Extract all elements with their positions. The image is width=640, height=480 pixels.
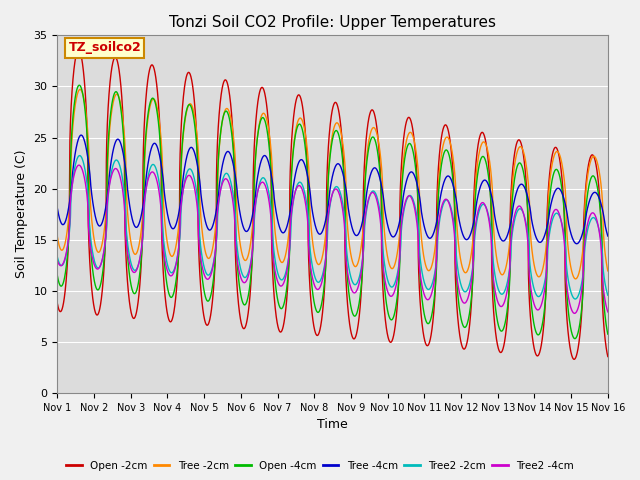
Tree -4cm: [604, 233, 612, 239]
Tree -2cm: [572, 276, 579, 282]
Open -2cm: [54, 301, 61, 307]
Tree2 -2cm: [604, 291, 611, 297]
Open -4cm: [426, 320, 433, 325]
Tree2 -2cm: [76, 153, 84, 158]
Tree -2cm: [604, 268, 612, 274]
Open -2cm: [75, 47, 83, 53]
Legend: Open -2cm, Tree -2cm, Open -4cm, Tree -4cm, Tree2 -2cm, Tree2 -4cm: Open -2cm, Tree -2cm, Open -4cm, Tree -4…: [62, 456, 578, 475]
Tree -4cm: [54, 205, 61, 211]
Tree2 -2cm: [312, 277, 320, 283]
Open -2cm: [456, 334, 464, 340]
Tree2 -4cm: [426, 296, 433, 301]
Tree -2cm: [54, 234, 61, 240]
Y-axis label: Soil Temperature (C): Soil Temperature (C): [15, 150, 28, 278]
Tree2 -2cm: [488, 228, 495, 234]
Title: Tonzi Soil CO2 Profile: Upper Temperatures: Tonzi Soil CO2 Profile: Upper Temperatur…: [169, 15, 496, 30]
Open -4cm: [456, 310, 464, 315]
Tree -4cm: [456, 221, 464, 227]
Tree2 -2cm: [456, 278, 464, 284]
Line: Tree2 -2cm: Tree2 -2cm: [58, 156, 608, 299]
Open -4cm: [604, 331, 612, 337]
Open -4cm: [571, 336, 579, 341]
Tree2 -4cm: [152, 176, 160, 182]
Tree -4cm: [488, 192, 495, 197]
Open -4cm: [76, 83, 83, 88]
Open -4cm: [312, 307, 320, 313]
Open -4cm: [54, 273, 61, 279]
Tree2 -4cm: [456, 292, 464, 298]
Line: Tree -4cm: Tree -4cm: [58, 135, 608, 244]
Open -4cm: [488, 204, 495, 210]
Tree2 -2cm: [54, 254, 61, 260]
Open -2cm: [604, 351, 611, 357]
Text: TZ_soilco2: TZ_soilco2: [68, 41, 141, 54]
Line: Open -2cm: Open -2cm: [58, 50, 608, 360]
Tree2 -4cm: [604, 308, 611, 313]
Open -2cm: [152, 79, 160, 85]
Tree -2cm: [426, 267, 433, 273]
Open -2cm: [570, 357, 578, 362]
Line: Open -4cm: Open -4cm: [58, 85, 608, 338]
Tree2 -2cm: [152, 167, 160, 173]
Tree -4cm: [573, 241, 580, 247]
Tree -2cm: [604, 265, 611, 271]
Open -4cm: [604, 329, 611, 335]
Tree2 -4cm: [312, 286, 320, 291]
Tree -2cm: [76, 86, 84, 92]
Tree -4cm: [312, 226, 320, 231]
Tree2 -4cm: [54, 258, 61, 264]
Open -4cm: [152, 105, 160, 111]
Open -2cm: [312, 332, 320, 337]
Open -2cm: [426, 339, 433, 345]
Tree2 -4cm: [75, 162, 83, 168]
Tree2 -4cm: [488, 236, 495, 242]
Tree -2cm: [456, 253, 464, 259]
Tree -2cm: [312, 258, 320, 264]
Open -2cm: [604, 354, 612, 360]
Line: Tree -2cm: Tree -2cm: [58, 89, 608, 279]
Tree -4cm: [77, 132, 85, 138]
Tree -2cm: [152, 102, 160, 108]
Open -2cm: [488, 212, 495, 218]
Tree2 -2cm: [604, 292, 612, 298]
Tree -4cm: [152, 142, 160, 148]
Tree2 -4cm: [571, 311, 579, 316]
Line: Tree2 -4cm: Tree2 -4cm: [58, 165, 608, 313]
Tree2 -4cm: [604, 309, 612, 315]
X-axis label: Time: Time: [317, 419, 348, 432]
Tree -2cm: [488, 172, 495, 178]
Tree -4cm: [426, 235, 433, 241]
Tree2 -2cm: [426, 286, 433, 292]
Tree -4cm: [604, 231, 611, 237]
Tree2 -2cm: [572, 296, 579, 302]
